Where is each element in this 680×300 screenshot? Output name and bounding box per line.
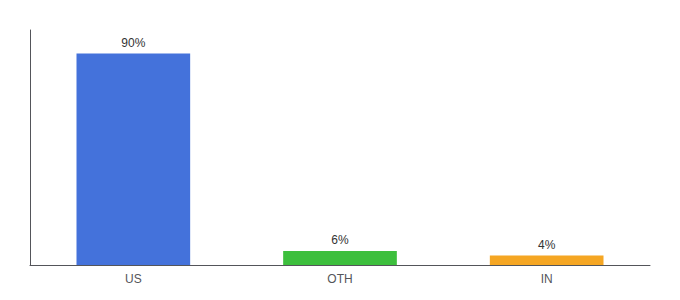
svg-text:OTH: OTH [327, 272, 352, 286]
svg-text:IN: IN [541, 272, 553, 286]
svg-text:US: US [125, 272, 142, 286]
svg-text:90%: 90% [121, 36, 145, 50]
svg-text:6%: 6% [331, 233, 349, 247]
svg-text:4%: 4% [538, 238, 556, 252]
